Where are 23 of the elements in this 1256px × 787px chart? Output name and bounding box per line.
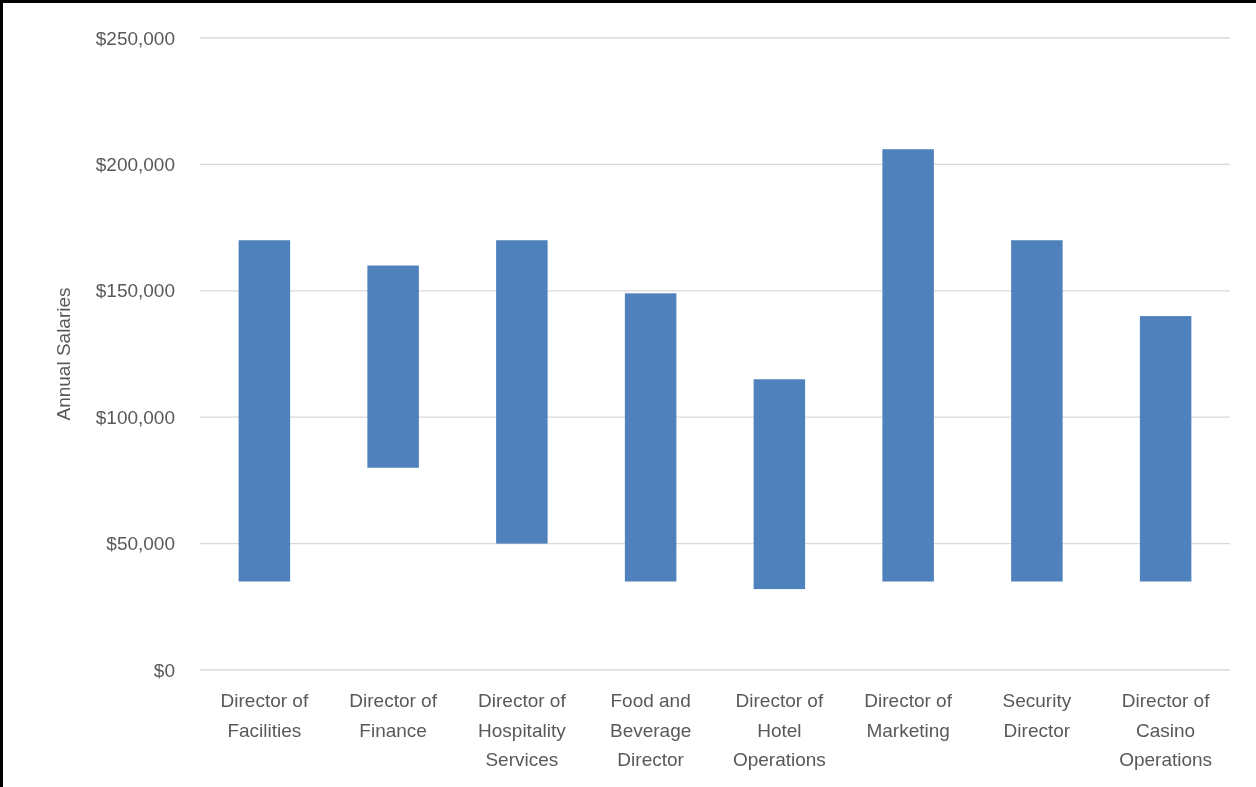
x-tick-label: Director of Hotel Operations bbox=[732, 690, 826, 770]
y-tick-label: $0 bbox=[153, 659, 175, 681]
y-tick-label: $250,000 bbox=[95, 27, 175, 49]
bar bbox=[238, 240, 291, 582]
bar bbox=[882, 149, 934, 582]
x-tick-label: Security Director bbox=[1002, 690, 1072, 741]
x-tick-label: Director of Finance bbox=[349, 690, 438, 741]
bar bbox=[753, 379, 806, 590]
bar bbox=[1011, 240, 1063, 582]
x-tick-label: Director of Hospitality Services bbox=[478, 690, 567, 770]
x-tick-label: Director of Facilities bbox=[220, 690, 309, 741]
y-tick-label: $200,000 bbox=[95, 154, 175, 176]
y-axis-title: Annual Salaries bbox=[53, 287, 74, 421]
bar bbox=[624, 293, 677, 582]
bar bbox=[1139, 316, 1192, 582]
bar bbox=[496, 240, 548, 544]
y-tick-label: $50,000 bbox=[106, 533, 175, 555]
x-tick-label: Director of Casino Operations bbox=[1119, 690, 1213, 770]
x-tick-label: Food and Beverage Director bbox=[609, 690, 692, 770]
bar bbox=[367, 265, 419, 468]
y-tick-label: $100,000 bbox=[95, 406, 175, 428]
y-tick-label: $150,000 bbox=[95, 280, 175, 302]
x-tick-label: Director of Marketing bbox=[864, 690, 953, 741]
